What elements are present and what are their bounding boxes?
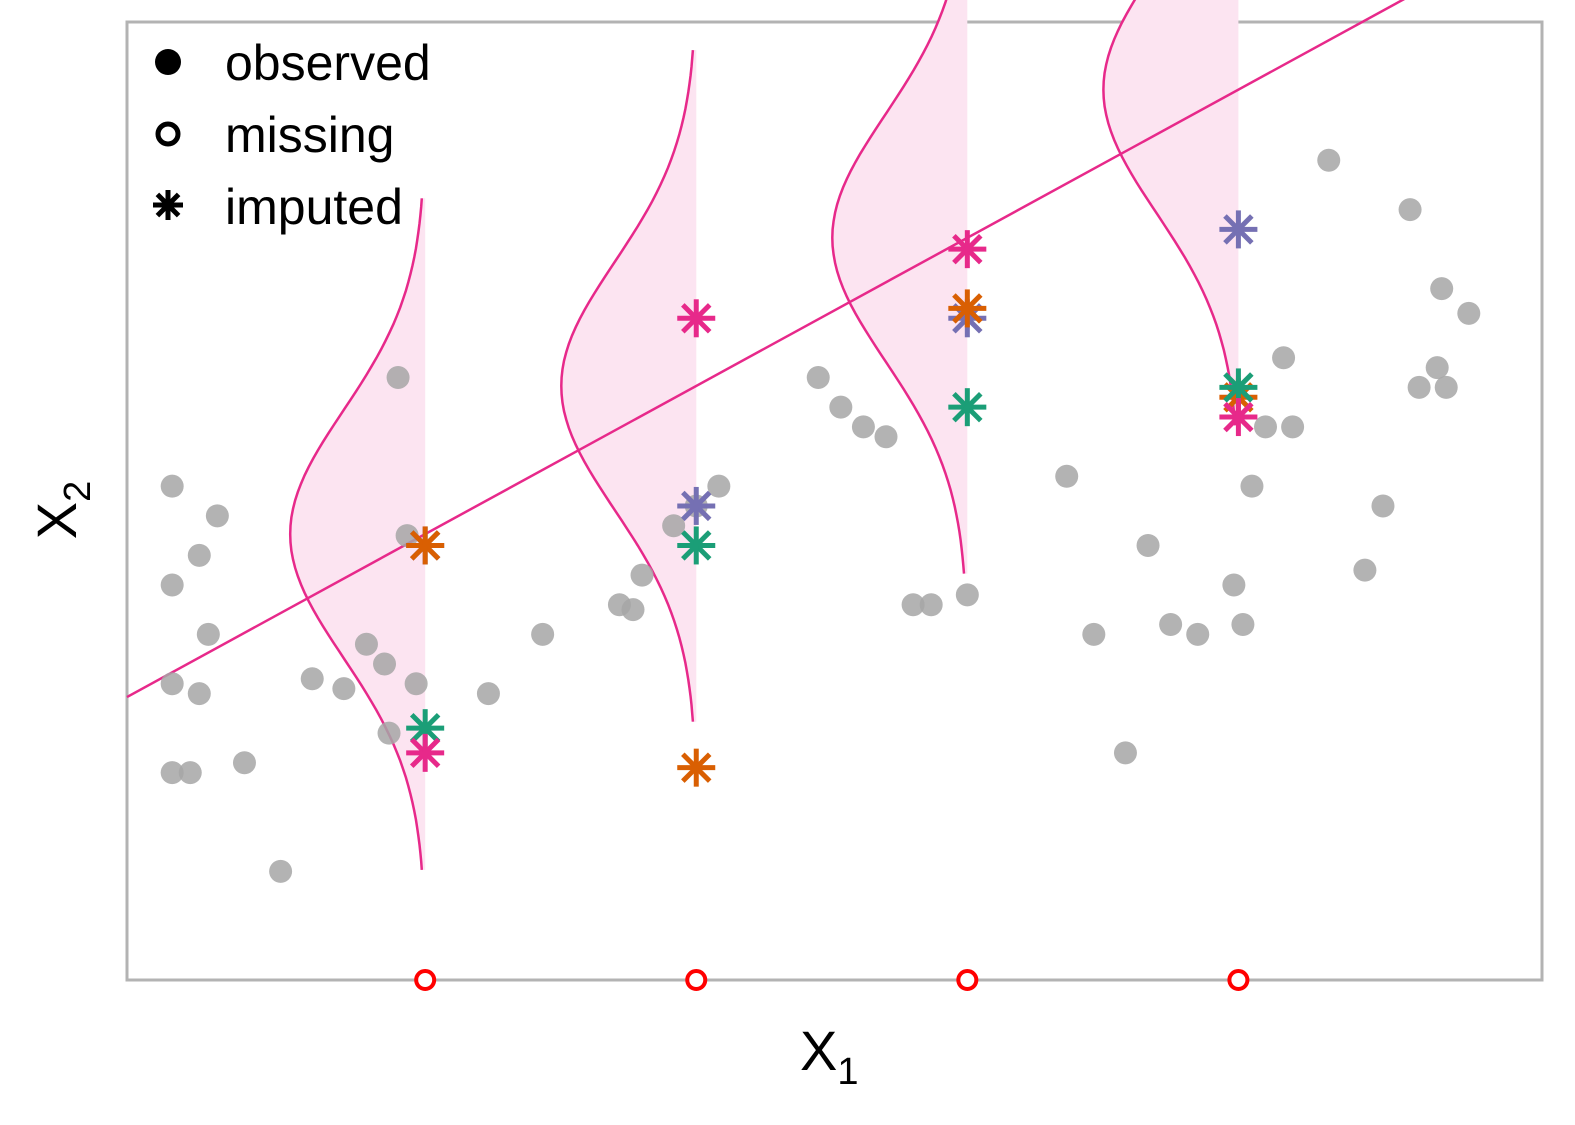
observed-point: [531, 622, 555, 646]
density-curve-4: [1102, 0, 1237, 426]
legend-missing-marker: [155, 121, 181, 147]
density-fill-3: [832, 0, 968, 574]
imputed-point: [948, 388, 987, 427]
observed-point: [377, 721, 401, 745]
imputed-point: [948, 289, 987, 328]
observed-point: [1272, 346, 1296, 370]
observed-point: [707, 474, 731, 498]
y-axis-label: X2: [25, 481, 99, 540]
density-curve-1: [288, 198, 424, 870]
observed-point: [332, 677, 356, 701]
observed-point: [187, 543, 211, 567]
missing-point: [956, 969, 979, 991]
observed-point: [232, 751, 256, 775]
observed-point: [919, 593, 943, 617]
imputed-point: [406, 526, 445, 565]
observed-point: [1398, 198, 1422, 222]
observed-point: [160, 474, 184, 498]
observed-point: [205, 504, 229, 528]
imputed-point: [677, 486, 716, 525]
observed-point: [1240, 474, 1264, 498]
observed-point: [1231, 612, 1255, 636]
observed-point: [1186, 622, 1210, 646]
observed-point: [373, 652, 397, 676]
observed-point: [269, 859, 293, 883]
observed-point: [476, 682, 500, 706]
observed-point: [621, 598, 645, 622]
legend-observed-marker: [155, 49, 181, 75]
missing-point: [685, 969, 708, 991]
missing-point: [414, 969, 437, 991]
missing-points: [414, 969, 1250, 991]
imputed-point: [677, 526, 716, 565]
observed-point: [1434, 375, 1458, 399]
observed-point: [901, 593, 925, 617]
imputed-point: [948, 230, 987, 269]
observed-point: [160, 761, 184, 785]
imputed-point: [1219, 398, 1258, 437]
observed-point: [874, 425, 898, 449]
legend: observed missing imputed: [153, 35, 431, 235]
observed-point: [1113, 741, 1137, 765]
density-curve-3: [831, 0, 966, 574]
observed-points: [160, 148, 1481, 883]
observed-point: [395, 524, 419, 548]
imputed-point: [1219, 210, 1258, 249]
observed-point: [300, 667, 324, 691]
imputed-point: [677, 748, 716, 787]
observed-point: [196, 622, 220, 646]
observed-point: [160, 573, 184, 597]
x-axis-label: X1: [800, 1019, 859, 1093]
legend-imputed-marker: [153, 190, 183, 220]
imputed-points: [406, 210, 1258, 787]
observed-point: [1082, 622, 1106, 646]
observed-point: [955, 583, 979, 607]
density-fill-2: [561, 50, 697, 722]
observed-point: [1425, 356, 1449, 380]
observed-point: [1055, 464, 1079, 488]
observed-point: [851, 415, 875, 439]
observed-point: [1407, 375, 1431, 399]
observed-point: [806, 366, 830, 390]
observed-point: [160, 672, 184, 696]
observed-point: [829, 395, 853, 419]
density-fill-1: [290, 198, 426, 870]
legend-imputed-asterisk: [153, 190, 183, 220]
observed-point: [178, 761, 202, 785]
legend-missing-label: missing: [225, 107, 394, 163]
observed-point: [187, 682, 211, 706]
observed-point: [1254, 415, 1278, 439]
observed-point: [1222, 573, 1246, 597]
observed-point: [1281, 415, 1305, 439]
observed-point: [354, 632, 378, 656]
observed-point: [1317, 148, 1341, 172]
observed-point: [386, 366, 410, 390]
observed-point: [1136, 533, 1160, 557]
observed-point: [662, 514, 686, 538]
observed-point: [630, 563, 654, 587]
missing-point: [1227, 969, 1250, 991]
observed-point: [1159, 612, 1183, 636]
density-curve-2: [560, 49, 695, 722]
imputed-point: [406, 733, 445, 772]
imputed-point: [677, 299, 716, 338]
observed-point: [1353, 558, 1377, 582]
legend-observed-label: observed: [225, 35, 431, 91]
observed-point: [404, 672, 428, 696]
regression-line: [126, 0, 1406, 699]
observed-point: [1430, 277, 1454, 301]
density-curves: [288, 0, 1239, 870]
observed-point: [1457, 301, 1481, 325]
legend-imputed-label: imputed: [225, 179, 403, 235]
observed-point: [1371, 494, 1395, 518]
regression-line-group: [126, 0, 1406, 699]
density-fill-4: [1103, 0, 1239, 426]
